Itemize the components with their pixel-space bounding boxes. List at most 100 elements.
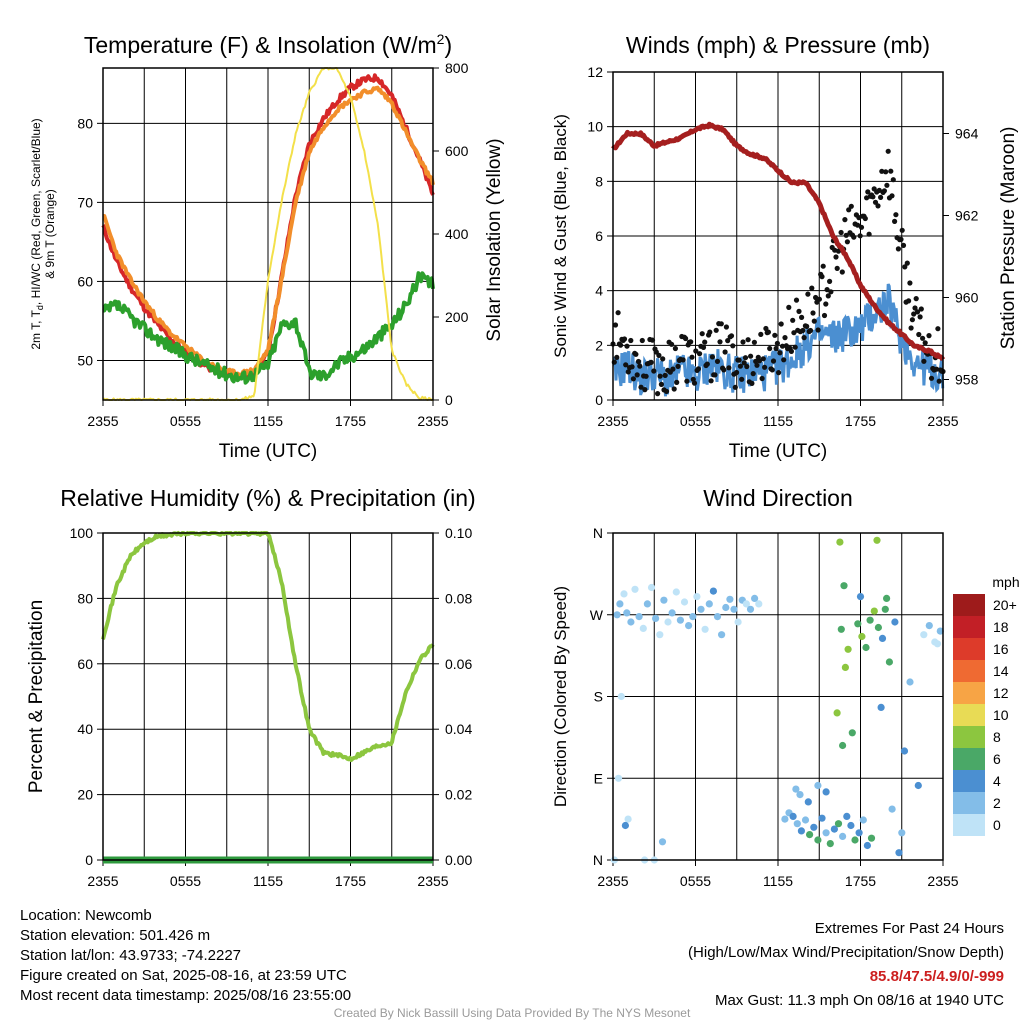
gust-point — [835, 248, 842, 254]
x-tick-label: 1155 — [763, 413, 793, 429]
gust-point — [770, 358, 777, 364]
gust-point — [709, 354, 716, 360]
gust-point — [772, 332, 778, 338]
gust-point — [800, 327, 806, 334]
direction-point — [839, 741, 847, 750]
gust-point — [697, 351, 703, 357]
gust-point — [672, 345, 679, 352]
colorbar-label: 16 — [993, 641, 1009, 657]
gust-point — [723, 324, 730, 330]
gust-point — [782, 335, 788, 341]
y-right-tick-label: 960 — [955, 290, 979, 306]
credit-text: Created By Nick Bassill Using Data Provi… — [333, 1006, 691, 1020]
gust-point — [778, 321, 784, 327]
direction-point — [851, 836, 859, 844]
direction-point — [883, 594, 891, 603]
gust-point — [790, 317, 796, 323]
extremes-subtitle: (High/Low/Max Wind/Precipitation/Snow De… — [688, 944, 1004, 961]
gust-point — [878, 194, 884, 200]
direction-point — [792, 785, 800, 793]
gust-point — [623, 362, 629, 368]
wind-speed-line — [611, 283, 945, 397]
direction-point — [870, 607, 878, 615]
gust-point — [625, 369, 631, 375]
y-tick-label: 0 — [595, 392, 603, 408]
x-tick-label: 0555 — [170, 873, 201, 889]
direction-point — [689, 613, 697, 621]
gust-point — [749, 380, 755, 386]
direction-point — [873, 536, 881, 544]
y-tick-label: 80 — [77, 590, 93, 606]
gust-point — [810, 310, 816, 316]
gust-point — [791, 330, 797, 336]
gust-point — [917, 314, 923, 320]
gust-point — [890, 177, 896, 183]
gust-point — [704, 361, 710, 367]
gust-point — [870, 194, 876, 200]
direction-point — [797, 827, 806, 835]
gust-point — [885, 148, 891, 154]
gust-point — [935, 326, 941, 332]
y-tick-label: 8 — [595, 173, 603, 189]
colorbar-label: 12 — [993, 685, 1009, 701]
y-tick-label: 2 — [595, 337, 603, 353]
gust-point — [642, 387, 648, 393]
direction-point — [833, 709, 841, 717]
gust-point — [893, 212, 899, 218]
direction-point — [837, 625, 845, 633]
gust-point — [760, 356, 766, 362]
gust-point — [842, 217, 848, 223]
y-right-tick-label: 0.10 — [445, 525, 472, 541]
gust-point — [823, 301, 829, 307]
y-right-tick-label: 600 — [445, 143, 469, 159]
plot-border — [102, 67, 434, 401]
gust-point — [744, 363, 750, 370]
gust-point — [732, 384, 738, 390]
gust-point — [633, 351, 639, 357]
colorbar-swatch — [953, 770, 985, 792]
x-tick-label: 1155 — [253, 413, 283, 429]
direction-point — [658, 838, 667, 846]
gust-point — [839, 269, 845, 275]
station-info: Location: Newcomb Station elevation: 501… — [20, 906, 351, 1006]
gust-point — [934, 366, 940, 372]
direction-point — [647, 583, 656, 592]
direction-point — [705, 600, 713, 608]
gust-point — [630, 376, 637, 382]
direction-point — [742, 600, 751, 608]
gust-point — [799, 314, 805, 320]
y-axis-label: & 9m T (Orange) — [43, 189, 57, 279]
gust-point — [614, 354, 620, 360]
direction-point — [830, 825, 839, 833]
gust-point — [759, 375, 765, 382]
gust-point — [655, 391, 661, 397]
gust-point — [713, 327, 719, 333]
direction-point — [810, 823, 818, 831]
direction-point — [614, 774, 623, 782]
gust-point — [793, 297, 800, 303]
gust-point — [851, 234, 857, 240]
x-axis-label: Time (UTC) — [729, 441, 828, 462]
gust-point — [728, 333, 735, 339]
gust-point — [688, 339, 694, 345]
gust-point — [825, 293, 831, 299]
wind-direction-panel: 2355 0555 1155 1755 2355 Wind Direction N E S W N D… — [551, 485, 959, 889]
plot-border — [612, 532, 944, 861]
gust-point — [750, 371, 756, 377]
gust-point — [741, 360, 747, 366]
direction-point — [895, 849, 903, 857]
x-tick-label: 1755 — [845, 873, 876, 889]
direction-point — [635, 613, 643, 621]
direction-point — [668, 609, 676, 617]
direction-point — [751, 594, 759, 603]
direction-point — [858, 632, 866, 641]
gust-point — [714, 358, 721, 364]
direction-point — [867, 834, 876, 842]
gust-point — [737, 363, 744, 369]
colorbar-swatch — [953, 682, 985, 704]
gust-point — [657, 373, 663, 379]
direction-point — [840, 582, 848, 590]
direction-point — [726, 595, 734, 603]
gust-point — [909, 317, 916, 323]
